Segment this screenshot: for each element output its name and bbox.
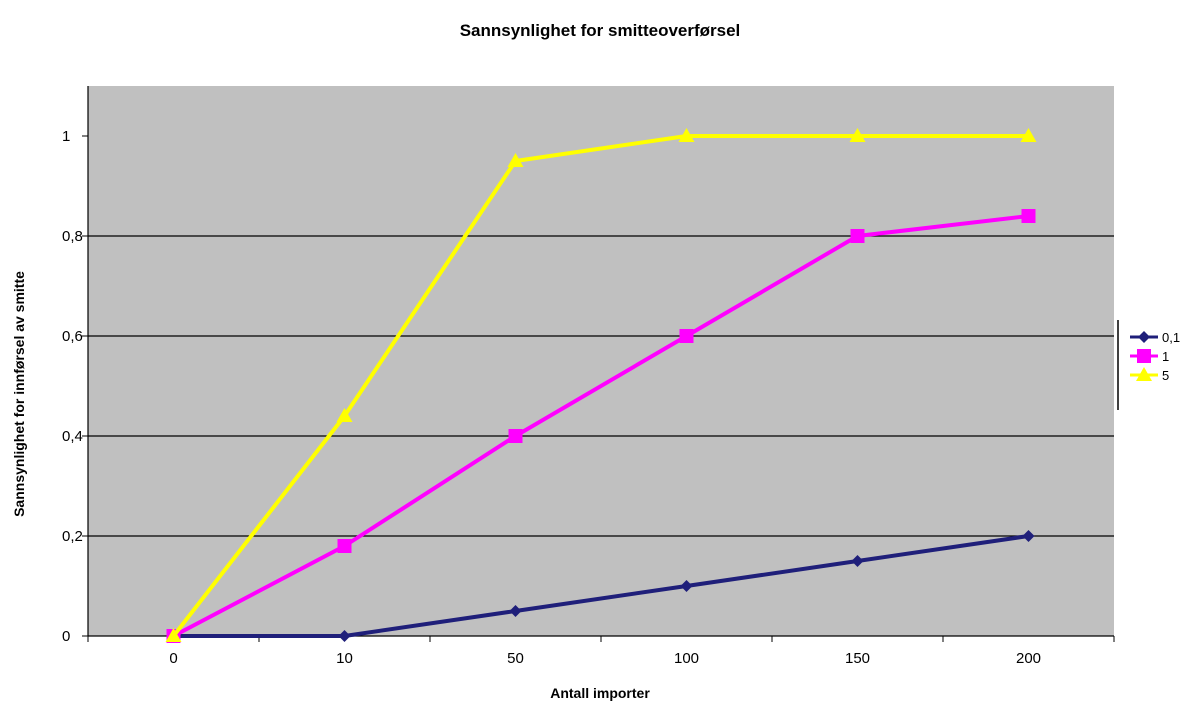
data-point bbox=[1020, 128, 1037, 142]
y-tick-label: 0,8 bbox=[62, 228, 83, 245]
data-point bbox=[165, 628, 182, 642]
legend: 0,1 1 5 bbox=[1117, 320, 1180, 410]
data-point bbox=[507, 153, 524, 167]
data-point bbox=[680, 580, 693, 592]
data-point bbox=[851, 555, 864, 567]
legend-label: 0,1 bbox=[1162, 330, 1180, 345]
data-point bbox=[336, 408, 353, 422]
plot-area: 00,20,40,60,810 10 50 100 150 200 bbox=[62, 86, 1115, 667]
series-line bbox=[171, 134, 1029, 638]
data-point bbox=[679, 329, 694, 343]
series-line bbox=[173, 534, 1029, 638]
y-tick-label: 0,6 bbox=[62, 328, 83, 345]
legend-swatch-marker bbox=[1136, 367, 1152, 381]
data-point bbox=[338, 630, 351, 642]
y-tick-label: 1 bbox=[62, 128, 70, 145]
data-point bbox=[1022, 530, 1035, 542]
data-point bbox=[678, 128, 695, 142]
x-tick-label: 0 bbox=[169, 650, 177, 667]
series-5 bbox=[165, 128, 1037, 642]
data-point bbox=[508, 429, 523, 443]
legend-swatch-marker bbox=[1138, 331, 1150, 343]
y-tick-label: 0 bbox=[62, 628, 70, 645]
data-point bbox=[337, 539, 352, 553]
data-point bbox=[1021, 209, 1036, 223]
legend-label: 1 bbox=[1162, 349, 1169, 364]
x-tick-label: 150 bbox=[845, 650, 870, 667]
y-tick-label: 0,4 bbox=[62, 428, 83, 445]
x-tick-label: 100 bbox=[674, 650, 699, 667]
legend-label: 5 bbox=[1162, 368, 1169, 383]
chart-title: Sannsynlighet for smitteoverførsel bbox=[460, 21, 741, 40]
y-tick-label: 0,2 bbox=[62, 528, 83, 545]
x-axis-title: Antall importer bbox=[550, 685, 650, 701]
x-tick-label: 50 bbox=[507, 650, 524, 667]
x-tick-label: 200 bbox=[1016, 650, 1041, 667]
plot-background bbox=[88, 86, 1114, 636]
legend-swatch-marker bbox=[1137, 349, 1151, 363]
series-line bbox=[172, 214, 1029, 638]
data-point bbox=[850, 229, 865, 243]
data-point bbox=[509, 605, 522, 617]
data-point bbox=[849, 128, 866, 142]
y-axis-title: Sannsynlighet for innførsel av smitte bbox=[11, 271, 27, 517]
x-tick-label: 10 bbox=[336, 650, 353, 667]
